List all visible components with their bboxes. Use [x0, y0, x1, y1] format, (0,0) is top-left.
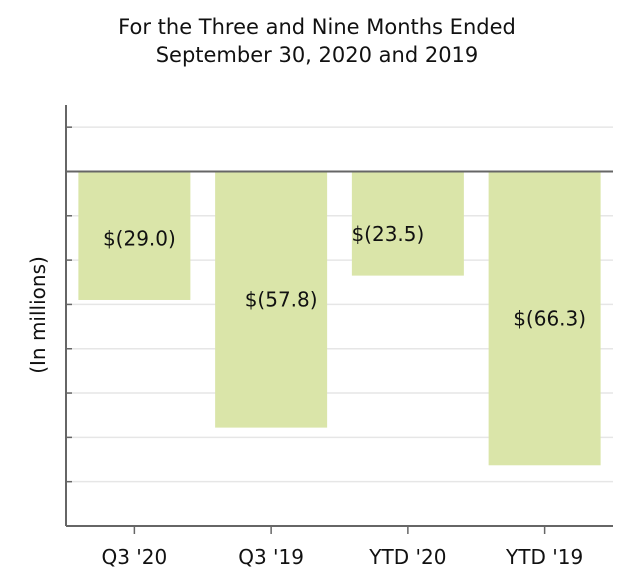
data-labels: $(29.0) $(57.8) $(23.5) $(66.3)	[103, 222, 586, 330]
data-label-4: $(66.3)	[513, 306, 586, 330]
chart-title-line-1: For the Three and Nine Months Ended	[118, 15, 516, 39]
bar-2	[215, 171, 328, 428]
bar-3	[351, 171, 464, 276]
bar-4	[488, 171, 601, 466]
x-tick-label-1: Q3 '20	[101, 545, 167, 569]
data-label-2: $(57.8)	[245, 288, 318, 312]
x-tick-label-3: YTD '20	[368, 545, 446, 569]
data-label-1: $(29.0)	[103, 226, 176, 250]
x-ticks: Q3 '20 Q3 '19 YTD '20 YTD '19	[101, 526, 583, 569]
x-tick-label-4: YTD '19	[505, 545, 583, 569]
x-tick-label-2: Q3 '19	[238, 545, 304, 569]
bar-1	[78, 171, 191, 300]
bars	[78, 171, 601, 466]
chart-title-line-2: September 30, 2020 and 2019	[155, 43, 479, 67]
data-label-3: $(23.5)	[351, 222, 424, 246]
